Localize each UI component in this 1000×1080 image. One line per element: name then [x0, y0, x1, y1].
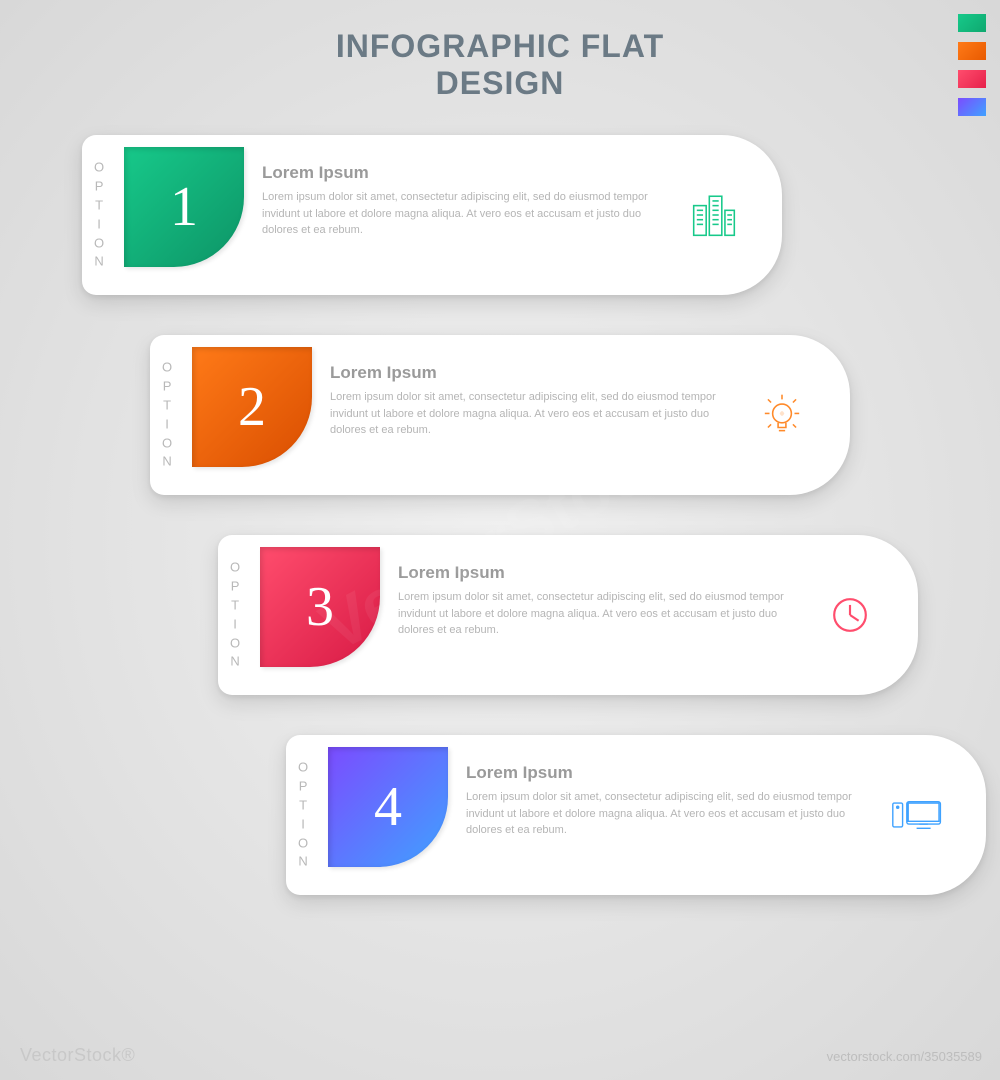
- number-badge: 3: [260, 547, 380, 667]
- item-body: Lorem ipsum dolor sit amet, consectetur …: [466, 789, 876, 839]
- number-badge: 2: [192, 347, 312, 467]
- title-line-1: INFOGRAPHIC FLAT: [0, 28, 1000, 65]
- title-line-2: DESIGN: [0, 65, 1000, 102]
- lightbulb-icon: [754, 387, 810, 443]
- buildings-icon: [686, 187, 742, 243]
- badge-number: 4: [374, 775, 402, 839]
- option-vertical-label: OPTION: [230, 559, 242, 670]
- number-badge: 4: [328, 747, 448, 867]
- page-title: INFOGRAPHIC FLAT DESIGN: [0, 0, 1000, 102]
- badge-number: 1: [170, 175, 198, 239]
- watermark-id: vectorstock.com/35035589: [827, 1049, 982, 1064]
- clock-icon: [822, 587, 878, 643]
- option-card-1: OPTION 1 Lorem Ipsum Lorem ipsum dolor sit …: [82, 135, 782, 295]
- card-content: Lorem Ipsum Lorem ipsum dolor sit amet, c…: [330, 363, 740, 439]
- option-vertical-label: OPTION: [298, 759, 310, 870]
- legend-swatch-3: [958, 70, 986, 88]
- legend-swatch-2: [958, 42, 986, 60]
- option-card-4: OPTION 4 Lorem Ipsum Lorem ipsum dolor sit …: [286, 735, 986, 895]
- legend-swatch-4: [958, 98, 986, 116]
- option-card-3: OPTION 3 Lorem Ipsum Lorem ipsum dolor sit …: [218, 535, 918, 695]
- option-card-2: OPTION 2 Lorem Ipsum Lorem ipsum dolor sit …: [150, 335, 850, 495]
- item-title: Lorem Ipsum: [262, 163, 672, 183]
- option-vertical-label: OPTION: [94, 159, 106, 270]
- number-badge: 1: [124, 147, 244, 267]
- watermark-brand: VectorStock®: [20, 1045, 135, 1066]
- item-body: Lorem ipsum dolor sit amet, consectetur …: [262, 189, 672, 239]
- card-content: Lorem Ipsum Lorem ipsum dolor sit amet, c…: [466, 763, 876, 839]
- item-title: Lorem Ipsum: [398, 563, 808, 583]
- option-vertical-label: OPTION: [162, 359, 174, 470]
- legend-swatch-1: [958, 14, 986, 32]
- item-title: Lorem Ipsum: [466, 763, 876, 783]
- item-body: Lorem ipsum dolor sit amet, consectetur …: [398, 589, 808, 639]
- card-content: Lorem Ipsum Lorem ipsum dolor sit amet, c…: [262, 163, 672, 239]
- badge-number: 3: [306, 575, 334, 639]
- card-content: Lorem Ipsum Lorem ipsum dolor sit amet, c…: [398, 563, 808, 639]
- badge-number: 2: [238, 375, 266, 439]
- color-legend: [958, 14, 986, 116]
- item-body: Lorem ipsum dolor sit amet, consectetur …: [330, 389, 740, 439]
- item-title: Lorem Ipsum: [330, 363, 740, 383]
- computer-icon: [890, 787, 946, 843]
